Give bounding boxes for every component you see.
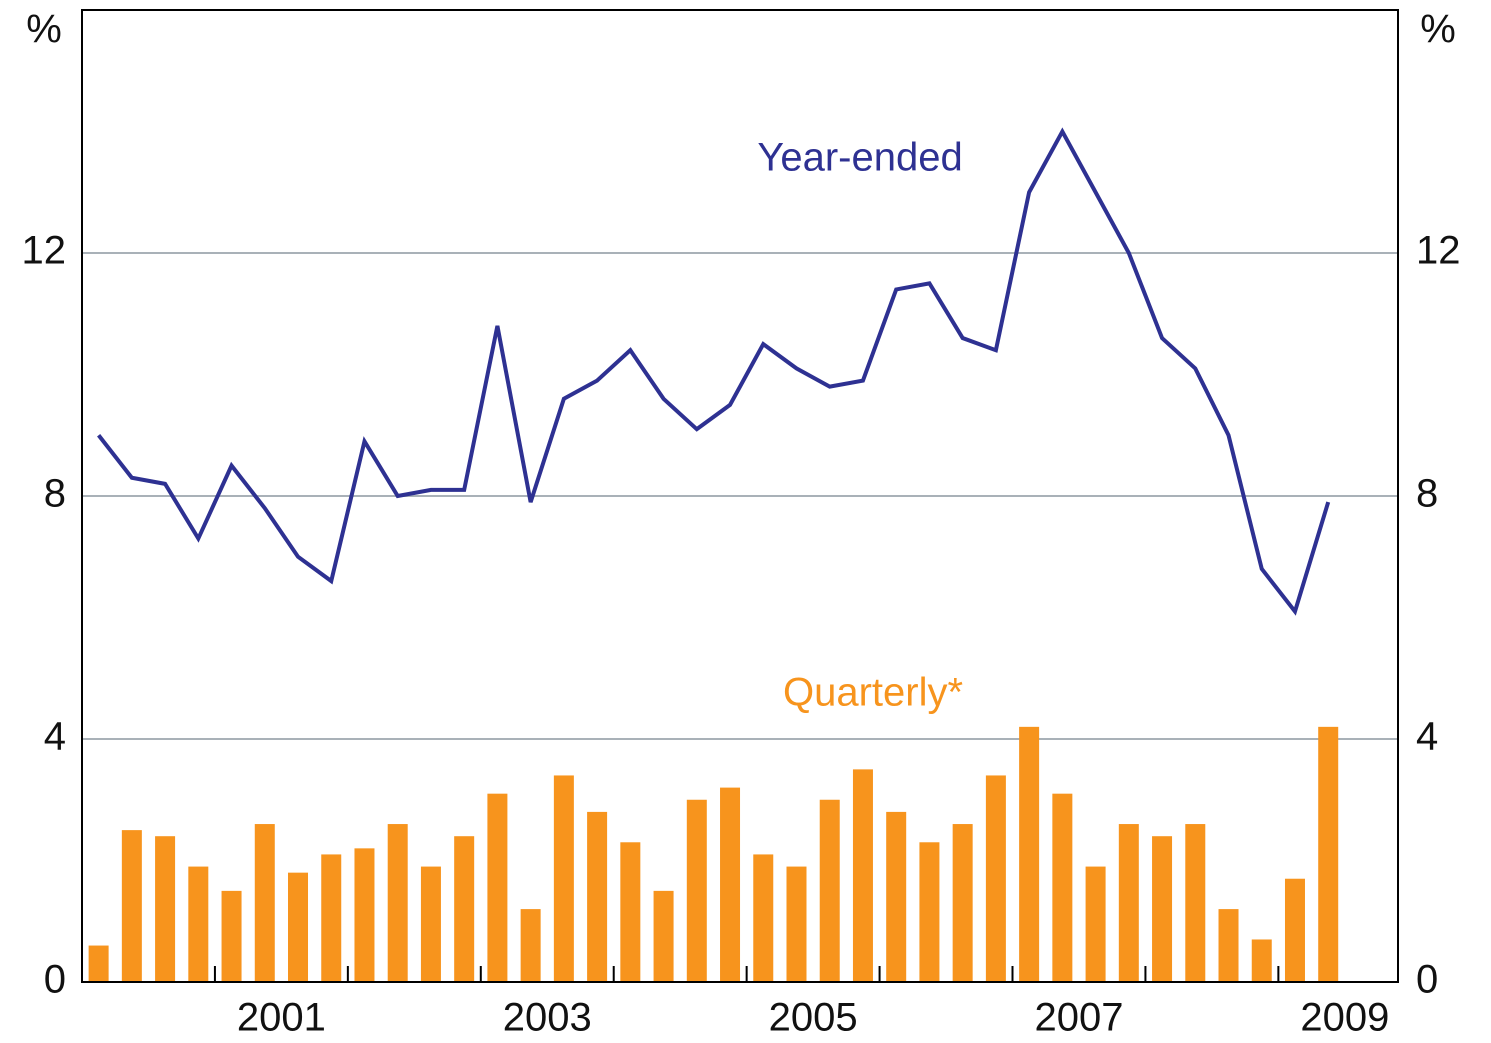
x-tick-label: 2007: [1034, 996, 1123, 1040]
x-tick-label: 2001: [237, 996, 326, 1040]
bar: [886, 811, 907, 982]
bar: [952, 824, 973, 982]
y2-tick-label: 8: [1416, 472, 1438, 516]
y-axis-unit: %: [26, 8, 62, 52]
bar: [387, 824, 408, 982]
bar: [653, 890, 674, 982]
bar: [553, 775, 574, 982]
bar: [354, 848, 375, 982]
bar: [288, 872, 309, 982]
x-tick-label: 2005: [769, 996, 858, 1040]
bar: [1152, 836, 1173, 982]
bar: [620, 842, 641, 982]
bar: [786, 866, 807, 982]
bar: [686, 799, 707, 982]
bar: [454, 836, 475, 982]
bar: [1185, 824, 1206, 982]
y2-axis-unit: %: [1420, 8, 1456, 52]
bar: [1284, 878, 1305, 982]
bar: [753, 854, 774, 982]
bar: [1085, 866, 1106, 982]
bar: [221, 890, 242, 982]
y-tick-label: 8: [44, 472, 66, 516]
bar: [852, 769, 873, 982]
y-tick-label: 12: [22, 229, 67, 273]
bar: [1218, 909, 1239, 982]
y2-tick-label: 12: [1416, 229, 1461, 273]
bar: [121, 830, 142, 982]
y2-tick-label: 4: [1416, 715, 1438, 759]
bar: [1019, 726, 1040, 982]
bar: [321, 854, 342, 982]
bar: [520, 909, 541, 982]
bar: [188, 866, 209, 982]
annotation: Year-ended: [757, 136, 962, 180]
bar: [1052, 793, 1073, 982]
y-tick-label: 0: [44, 958, 66, 1002]
annotation: Quarterly*: [783, 671, 963, 715]
bar: [420, 866, 441, 982]
bar: [1251, 939, 1272, 982]
bar: [587, 811, 608, 982]
bar: [919, 842, 940, 982]
bar: [155, 836, 176, 982]
bar: [254, 824, 275, 982]
y2-tick-label: 0: [1416, 958, 1438, 1002]
bar: [88, 945, 109, 982]
bar: [720, 787, 741, 982]
x-tick-label: 2009: [1300, 996, 1389, 1040]
line: [97, 127, 1331, 616]
bar: [1318, 726, 1339, 982]
bar: [487, 793, 508, 982]
bar: [819, 799, 840, 982]
bar: [1118, 824, 1139, 982]
y-tick-label: 4: [44, 715, 66, 759]
bar: [985, 775, 1006, 982]
x-tick-label: 2003: [503, 996, 592, 1040]
plot-frame: [81, 9, 1399, 983]
